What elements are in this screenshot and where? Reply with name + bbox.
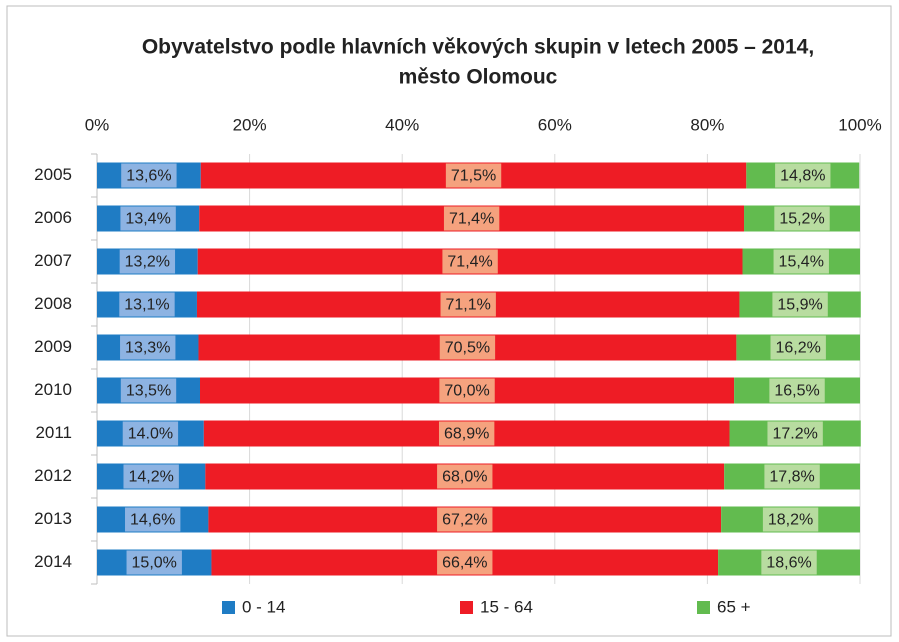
data-label: 67,2% <box>442 512 487 529</box>
data-label: 71,5% <box>451 168 496 185</box>
data-label-box <box>443 206 500 231</box>
data-label: 15,4% <box>779 254 824 271</box>
y-tick-label: 2007 <box>34 251 72 270</box>
data-label-box <box>767 421 823 446</box>
data-label: 15,0% <box>132 555 177 572</box>
chart-title: Obyvatelstvo podle hlavních věkových sku… <box>142 36 814 59</box>
x-tick-label: 80% <box>690 115 724 134</box>
data-label-box <box>445 163 502 188</box>
data-label-box <box>438 421 495 446</box>
data-label: 15,9% <box>777 297 822 314</box>
data-label: 17,8% <box>769 469 814 486</box>
legend-label: 15 - 64 <box>480 597 533 616</box>
chart-border <box>6 5 892 637</box>
legend-label: 65 + <box>717 597 751 616</box>
data-label-box <box>121 163 177 188</box>
data-label: 13,1% <box>124 297 169 314</box>
legend-label: 0 - 14 <box>242 597 285 616</box>
data-label-box <box>439 378 495 403</box>
data-label-box <box>770 335 826 360</box>
data-label: 68,9% <box>444 426 489 443</box>
y-tick-label: 2008 <box>34 294 72 313</box>
data-label-box <box>437 464 493 489</box>
x-tick-label: 20% <box>233 115 267 134</box>
data-label-box <box>764 464 820 489</box>
data-label-box <box>769 378 825 403</box>
data-label: 71,4% <box>447 254 492 271</box>
x-tick-label: 40% <box>385 115 419 134</box>
data-label: 18,6% <box>766 555 811 572</box>
data-label: 17.2% <box>772 426 817 443</box>
chart-title: město Olomouc <box>399 66 558 89</box>
data-label: 13,5% <box>126 383 171 400</box>
y-tick-label: 2006 <box>34 208 72 227</box>
data-label-box <box>120 335 176 360</box>
data-label: 71,1% <box>446 297 491 314</box>
data-label: 13,2% <box>125 254 170 271</box>
data-label: 14,8% <box>780 168 825 185</box>
data-label-box <box>120 206 176 231</box>
data-label-box <box>126 550 182 575</box>
data-label: 71,4% <box>449 211 494 228</box>
data-label-box <box>119 292 175 317</box>
data-label-box <box>119 249 176 274</box>
y-tick-label: 2012 <box>34 466 72 485</box>
data-label-box <box>437 550 493 575</box>
data-label: 15,2% <box>779 211 824 228</box>
y-tick-label: 2005 <box>34 165 72 184</box>
data-label: 13,6% <box>126 168 171 185</box>
data-label-box <box>439 335 496 360</box>
x-tick-label: 0% <box>85 115 110 134</box>
data-label-box <box>774 206 830 231</box>
data-label-box <box>125 507 181 532</box>
data-label-box <box>761 550 817 575</box>
data-label-box <box>440 292 496 317</box>
y-tick-label: 2013 <box>34 509 72 528</box>
data-label: 14,6% <box>130 512 175 529</box>
data-label: 70,0% <box>444 383 489 400</box>
data-label: 18,2% <box>768 512 813 529</box>
x-tick-label: 60% <box>538 115 572 134</box>
data-label-box <box>120 378 177 403</box>
data-label: 13,3% <box>125 340 170 357</box>
y-tick-label: 2014 <box>34 552 72 571</box>
data-label-box <box>772 292 828 317</box>
data-label: 14.0% <box>128 426 173 443</box>
data-label-box <box>773 249 829 274</box>
x-tick-label: 100% <box>838 115 881 134</box>
legend-swatch <box>697 601 710 614</box>
data-label: 14,2% <box>128 469 173 486</box>
data-label-box <box>122 421 179 446</box>
y-tick-label: 2011 <box>35 423 72 442</box>
data-label: 16,5% <box>774 383 819 400</box>
y-tick-label: 2009 <box>34 337 72 356</box>
data-label-box <box>442 249 498 274</box>
data-label: 66,4% <box>442 555 487 572</box>
data-label: 68,0% <box>442 469 487 486</box>
data-label-box <box>437 507 493 532</box>
legend-swatch <box>460 601 473 614</box>
data-label: 70,5% <box>445 340 490 357</box>
data-label-box <box>775 163 831 188</box>
data-label-box <box>762 507 819 532</box>
y-tick-label: 2010 <box>34 380 72 399</box>
legend-swatch <box>222 601 235 614</box>
data-label-box <box>123 464 179 489</box>
data-label: 16,2% <box>776 340 821 357</box>
data-label: 13,4% <box>125 211 170 228</box>
